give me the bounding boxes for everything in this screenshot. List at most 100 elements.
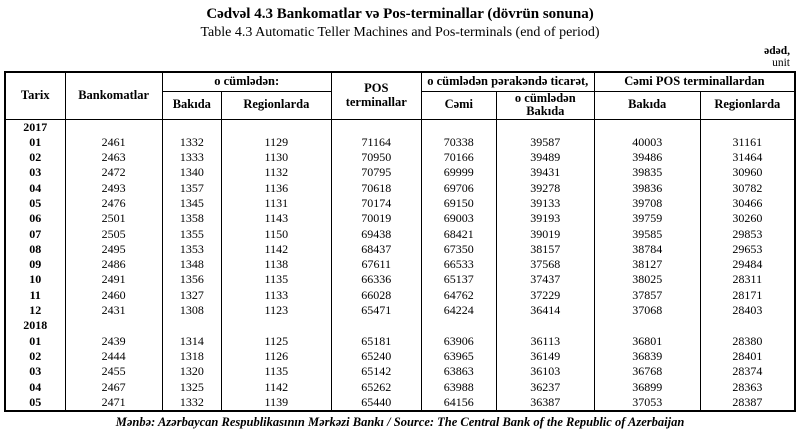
cell: 65137 — [420, 272, 497, 288]
cell: 37857 — [593, 287, 701, 304]
cell: 37437 — [495, 272, 595, 288]
table-body: 2017 01 2461 1332 1129 71164 70338 39587 40003 31… — [4, 119, 796, 412]
cell: 39587 — [495, 134, 595, 151]
cell: 1327 — [161, 287, 222, 304]
cell: 1318 — [161, 348, 222, 365]
cell: 38025 — [593, 272, 701, 288]
cell: 1142 — [220, 379, 332, 395]
table-row: 03 2455 1320 1135 65142 63863 36103 36768 28374 — [4, 364, 796, 380]
cell: 39585 — [593, 226, 701, 242]
cell: 1340 — [161, 165, 222, 181]
cell: 65142 — [330, 364, 422, 380]
cell: 30960 — [699, 165, 796, 181]
cell: 66336 — [330, 272, 422, 288]
row-label: 04 — [4, 180, 66, 196]
cell: 36839 — [593, 348, 701, 365]
row-label: 05 — [4, 394, 66, 412]
cell: 30782 — [699, 180, 796, 196]
cell: 39708 — [593, 195, 701, 212]
table-row: 03 2472 1340 1132 70795 69999 39431 39835 30960 — [4, 165, 796, 181]
header-o-cumleden-bakida: o cümlədən Bakıda — [495, 90, 595, 120]
source-note: Mənbə: Azərbaycan Respublikasının Mərkəz… — [115, 415, 685, 430]
cell: 28363 — [699, 379, 796, 395]
header-o-cumleden: o cümlədən: — [161, 71, 332, 92]
cell: 36149 — [495, 348, 595, 365]
header-regionlarda: Regionlarda — [220, 90, 332, 120]
cell: 65471 — [330, 303, 422, 319]
cell: 37229 — [495, 287, 595, 304]
cell: 64762 — [420, 287, 497, 304]
cell: 64224 — [420, 303, 497, 319]
cell: 70166 — [420, 150, 497, 166]
cell: 2439 — [64, 333, 163, 349]
cell — [420, 318, 497, 334]
cell: 40003 — [593, 134, 701, 151]
row-label: 09 — [4, 257, 66, 273]
cell: 2471 — [64, 394, 163, 412]
cell — [161, 318, 222, 334]
cell: 36899 — [593, 379, 701, 395]
cell: 70950 — [330, 150, 422, 166]
cell: 1139 — [220, 394, 332, 412]
header-pos-terminallar: POS terminallar — [330, 71, 422, 120]
table-row: 06 2501 1358 1143 70019 69003 39193 39759 30260 — [4, 211, 796, 227]
cell: 1320 — [161, 364, 222, 380]
cell: 65440 — [330, 394, 422, 412]
cell: 1345 — [161, 195, 222, 212]
cell: 37068 — [593, 303, 701, 319]
unit-label-az: ədəd, — [764, 45, 790, 57]
cell: 1123 — [220, 303, 332, 319]
cell: 31464 — [699, 150, 796, 166]
cell: 36801 — [593, 333, 701, 349]
row-label: 07 — [4, 226, 66, 242]
cell — [593, 119, 701, 135]
header-tarix: Tarix — [4, 71, 66, 120]
cell: 36237 — [495, 379, 595, 395]
cell: 29653 — [699, 241, 796, 258]
cell: 1143 — [220, 211, 332, 227]
cell — [64, 318, 163, 334]
header-bakida-pos: Bakıda — [593, 90, 701, 120]
cell: 1308 — [161, 303, 222, 319]
cell: 1136 — [220, 180, 332, 196]
row-label: 01 — [4, 333, 66, 349]
row-label: 03 — [4, 364, 66, 380]
cell: 36113 — [495, 333, 595, 349]
cell: 70795 — [330, 165, 422, 181]
cell: 1358 — [161, 211, 222, 227]
cell: 1138 — [220, 257, 332, 273]
table-row: 10 2491 1356 1135 66336 65137 37437 38025 28311 — [4, 272, 796, 288]
cell: 39193 — [495, 211, 595, 227]
cell: 28311 — [699, 272, 796, 288]
cell: 65240 — [330, 348, 422, 365]
table-row: 07 2505 1355 1150 69438 68421 39019 39585 29853 — [4, 226, 796, 242]
row-label: 2017 — [4, 119, 66, 135]
cell: 69150 — [420, 195, 497, 212]
cell: 29484 — [699, 257, 796, 273]
cell: 64156 — [420, 394, 497, 412]
row-label: 08 — [4, 241, 66, 258]
cell: 65181 — [330, 333, 422, 349]
table-title-az: Cədvəl 4.3 Bankomatlar və Pos-terminalla… — [206, 6, 594, 22]
cell: 65262 — [330, 379, 422, 395]
cell: 1357 — [161, 180, 222, 196]
cell: 2455 — [64, 364, 163, 380]
cell: 31161 — [699, 134, 796, 151]
cell: 38784 — [593, 241, 701, 258]
cell: 28380 — [699, 333, 796, 349]
row-label: 2018 — [4, 318, 66, 334]
table-row: 12 2431 1308 1123 65471 64224 36414 37068 28403 — [4, 303, 796, 319]
cell: 2431 — [64, 303, 163, 319]
table-row: 05 2471 1332 1139 65440 64156 36387 37053 28387 — [4, 394, 796, 412]
cell: 69438 — [330, 226, 422, 242]
cell: 66028 — [330, 287, 422, 304]
cell: 28401 — [699, 348, 796, 365]
row-label: 03 — [4, 165, 66, 181]
row-label: 12 — [4, 303, 66, 319]
header-perakende-ticaret: o cümlədən pərakəndə ticarət, — [420, 71, 595, 92]
cell: 38127 — [593, 257, 701, 273]
cell: 2501 — [64, 211, 163, 227]
cell — [161, 119, 222, 135]
cell: 1131 — [220, 195, 332, 212]
cell: 30466 — [699, 195, 796, 212]
